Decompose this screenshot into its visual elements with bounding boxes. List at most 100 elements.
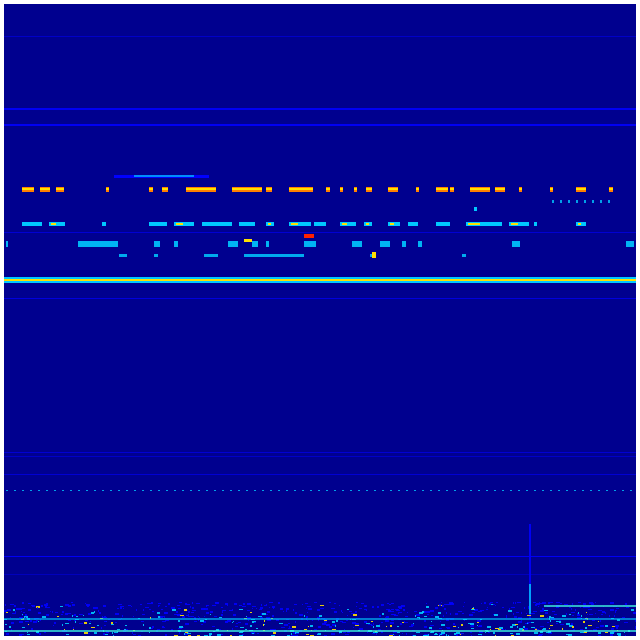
noise-speck bbox=[281, 627, 285, 628]
noise-speck bbox=[391, 609, 394, 610]
noise-speck bbox=[152, 626, 154, 628]
noise-speck bbox=[364, 621, 367, 623]
signal-blob bbox=[466, 222, 502, 226]
dotted-band bbox=[494, 490, 496, 491]
noise-speck bbox=[431, 621, 432, 622]
signal-blob bbox=[340, 222, 356, 226]
dotted-band bbox=[326, 490, 328, 491]
noise-speck bbox=[602, 625, 604, 627]
signal-blob bbox=[592, 200, 594, 203]
noise-speck bbox=[548, 602, 550, 604]
dotted-band bbox=[278, 490, 280, 491]
noise-speck bbox=[549, 616, 551, 618]
noise-speck bbox=[322, 623, 326, 625]
horizontal-band bbox=[4, 298, 636, 299]
dotted-band bbox=[574, 490, 576, 491]
noise-speck bbox=[180, 615, 184, 616]
noise-speck bbox=[222, 611, 223, 612]
noise-speck bbox=[143, 624, 144, 626]
noise-speck bbox=[355, 623, 359, 625]
signal-blob bbox=[552, 200, 554, 203]
noise-speck bbox=[305, 603, 308, 604]
noise-speck bbox=[25, 621, 29, 622]
noise-speck bbox=[86, 604, 90, 606]
noise-speck bbox=[182, 616, 185, 618]
noise-speck bbox=[583, 603, 586, 605]
noise-speck bbox=[339, 631, 342, 633]
signal-blob bbox=[550, 188, 553, 190]
noise-speck bbox=[610, 632, 614, 634]
noise-speck bbox=[267, 611, 270, 613]
noise-speck bbox=[267, 619, 271, 621]
dotted-band bbox=[438, 490, 440, 491]
noise-speck bbox=[98, 610, 99, 612]
noise-speck bbox=[238, 622, 241, 623]
noise-speck bbox=[104, 634, 108, 635]
noise-speck bbox=[74, 614, 76, 616]
noise-speck bbox=[86, 633, 90, 634]
signal-blob bbox=[176, 223, 183, 225]
horizontal-band bbox=[4, 124, 636, 126]
noise-speck bbox=[174, 635, 178, 636]
noise-speck bbox=[340, 621, 343, 622]
noise-speck bbox=[591, 604, 594, 605]
signal-blob bbox=[49, 222, 65, 226]
noise-speck bbox=[540, 615, 544, 617]
noise-speck bbox=[307, 612, 308, 613]
noise-speck bbox=[598, 621, 599, 622]
noise-speck bbox=[454, 633, 457, 635]
noise-speck bbox=[402, 633, 403, 634]
noise-speck bbox=[589, 614, 593, 615]
noise-speck bbox=[204, 635, 208, 636]
noise-speck bbox=[371, 621, 373, 622]
noise-speck bbox=[531, 627, 535, 628]
noise-speck bbox=[320, 605, 324, 606]
dotted-band bbox=[30, 490, 32, 491]
noise-speck bbox=[73, 629, 74, 630]
noise-speck bbox=[515, 624, 518, 625]
noise-speck bbox=[542, 602, 546, 604]
noise-speck bbox=[74, 620, 76, 621]
noise-speck bbox=[537, 629, 539, 630]
noise-speck bbox=[371, 625, 373, 626]
noise-speck bbox=[506, 615, 507, 617]
noise-speck bbox=[187, 634, 188, 635]
noise-speck bbox=[580, 629, 583, 630]
horizontal-band bbox=[4, 36, 636, 37]
dotted-band bbox=[118, 490, 120, 491]
noise-speck bbox=[515, 602, 516, 604]
signal-blob bbox=[576, 200, 578, 203]
noise-speck bbox=[230, 635, 232, 636]
dotted-band bbox=[22, 490, 24, 491]
dotted-band bbox=[518, 490, 520, 491]
dotted-band bbox=[454, 490, 456, 491]
dotted-band bbox=[294, 490, 296, 491]
noise-speck bbox=[261, 604, 262, 605]
noise-speck bbox=[331, 633, 335, 635]
noise-speck bbox=[359, 628, 363, 630]
noise-speck bbox=[317, 633, 318, 634]
dotted-band bbox=[270, 490, 272, 491]
noise-speck bbox=[324, 635, 327, 636]
noise-speck bbox=[423, 635, 427, 636]
noise-speck bbox=[36, 620, 38, 621]
signal-blob bbox=[174, 241, 178, 247]
noise-speck bbox=[295, 612, 297, 614]
noise-speck bbox=[158, 606, 159, 607]
noise-speck bbox=[45, 607, 48, 608]
noise-speck bbox=[490, 602, 493, 603]
horizontal-band bbox=[4, 556, 636, 557]
horizontal-band bbox=[4, 574, 636, 575]
noise-speck bbox=[171, 607, 175, 609]
noise-speck bbox=[252, 633, 254, 634]
noise-speck bbox=[521, 612, 522, 614]
noise-speck bbox=[399, 612, 402, 613]
noise-speck bbox=[291, 635, 294, 636]
noise-speck bbox=[232, 622, 233, 623]
noise-speck bbox=[404, 609, 405, 611]
noise-speck bbox=[133, 616, 134, 617]
dotted-band bbox=[110, 490, 112, 491]
dotted-band bbox=[486, 490, 488, 491]
noise-speck bbox=[499, 627, 503, 629]
noise-speck bbox=[245, 623, 248, 625]
